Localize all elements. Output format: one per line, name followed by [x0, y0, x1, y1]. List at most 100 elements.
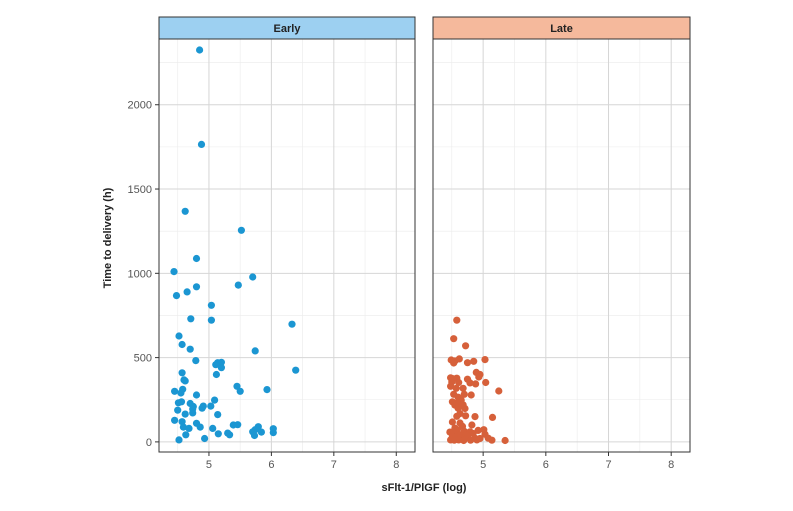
data-point: [212, 361, 220, 369]
y-tick-label: 500: [134, 353, 152, 365]
data-point: [460, 436, 468, 445]
data-point: [186, 345, 194, 353]
data-point: [198, 404, 206, 412]
data-point: [183, 288, 191, 296]
data-point: [448, 418, 456, 426]
data-point: [175, 332, 183, 340]
data-point: [488, 413, 497, 421]
data-point: [452, 384, 460, 392]
data-point: [192, 357, 200, 365]
x-axis-title: sFlt-1/PlGF (log): [382, 482, 467, 494]
data-point: [251, 347, 259, 355]
y-tick-label: 1000: [128, 268, 152, 280]
data-point: [467, 391, 475, 399]
data-point: [178, 340, 186, 349]
data-point: [488, 436, 496, 444]
data-point: [170, 268, 178, 276]
data-point: [461, 404, 469, 413]
data-point: [201, 434, 209, 443]
x-tick-label: 7: [605, 459, 611, 471]
data-point: [453, 316, 461, 324]
x-tick-label: 8: [393, 459, 399, 471]
data-point: [462, 342, 470, 350]
data-point: [178, 418, 186, 426]
x-tick-label: 8: [668, 459, 674, 471]
data-point: [454, 404, 462, 412]
panel-strip-label: Early: [274, 23, 302, 35]
plot-background: [433, 39, 690, 452]
data-point: [192, 283, 201, 291]
data-point: [249, 273, 257, 281]
data-point: [450, 359, 458, 367]
data-point: [263, 386, 271, 394]
data-point: [179, 423, 187, 431]
data-point: [236, 387, 244, 395]
data-point: [257, 428, 265, 436]
data-point: [185, 424, 193, 432]
data-point: [196, 46, 204, 54]
data-point: [209, 424, 217, 432]
panel-border: [432, 38, 691, 453]
data-point: [212, 370, 220, 379]
data-point: [171, 416, 179, 424]
data-point: [214, 411, 222, 419]
data-point: [475, 373, 483, 381]
data-point: [211, 396, 219, 404]
data-point: [466, 379, 474, 387]
panel-early: Early 5 6 7 8 0 500 1000 1500 2000: [128, 16, 416, 471]
data-point: [455, 378, 463, 387]
data-point: [450, 335, 458, 343]
data-point: [207, 301, 215, 309]
data-point: [192, 254, 201, 263]
data-point: [292, 366, 300, 374]
data-point: [171, 387, 179, 395]
data-point: [181, 207, 189, 215]
data-point: [288, 320, 296, 328]
data-point: [237, 226, 245, 234]
data-point: [269, 429, 277, 437]
data-point: [481, 356, 489, 364]
data-point: [250, 431, 259, 440]
x-tick-label: 7: [331, 459, 337, 471]
data-point: [453, 412, 461, 420]
x-tick-label: 6: [543, 459, 549, 471]
y-tick-label: 1500: [128, 184, 152, 196]
plot-background: [159, 39, 415, 452]
data-point: [197, 140, 206, 148]
data-point: [178, 369, 186, 377]
y-axis-title: Time to delivery (h): [102, 187, 114, 288]
x-tick-label: 6: [268, 459, 274, 471]
data-point: [470, 357, 478, 365]
data-point: [187, 315, 195, 323]
data-point: [181, 377, 189, 385]
data-point: [482, 378, 490, 387]
data-point: [217, 358, 225, 366]
data-point: [207, 316, 215, 324]
data-point: [459, 384, 467, 392]
panel-border: [158, 38, 416, 453]
data-point: [234, 421, 242, 429]
data-point: [471, 413, 479, 421]
panel-late: Late 5 6 7 8: [432, 16, 691, 471]
data-point: [196, 423, 204, 431]
data-point: [473, 436, 481, 444]
data-point: [177, 398, 186, 406]
panel-strip-label: Late: [550, 23, 573, 35]
data-point: [462, 412, 470, 420]
data-point: [472, 380, 480, 388]
data-point: [172, 292, 181, 300]
data-point: [177, 389, 185, 397]
data-point: [192, 391, 201, 399]
y-tick-label: 2000: [128, 100, 152, 112]
y-tick-label: 0: [146, 437, 152, 449]
data-point: [189, 409, 197, 417]
data-point: [181, 410, 189, 418]
data-point: [455, 355, 463, 363]
data-point: [217, 364, 225, 372]
data-point: [501, 436, 509, 445]
data-point: [463, 359, 472, 367]
data-point: [467, 436, 475, 444]
data-point: [447, 382, 455, 390]
data-point: [468, 421, 476, 429]
